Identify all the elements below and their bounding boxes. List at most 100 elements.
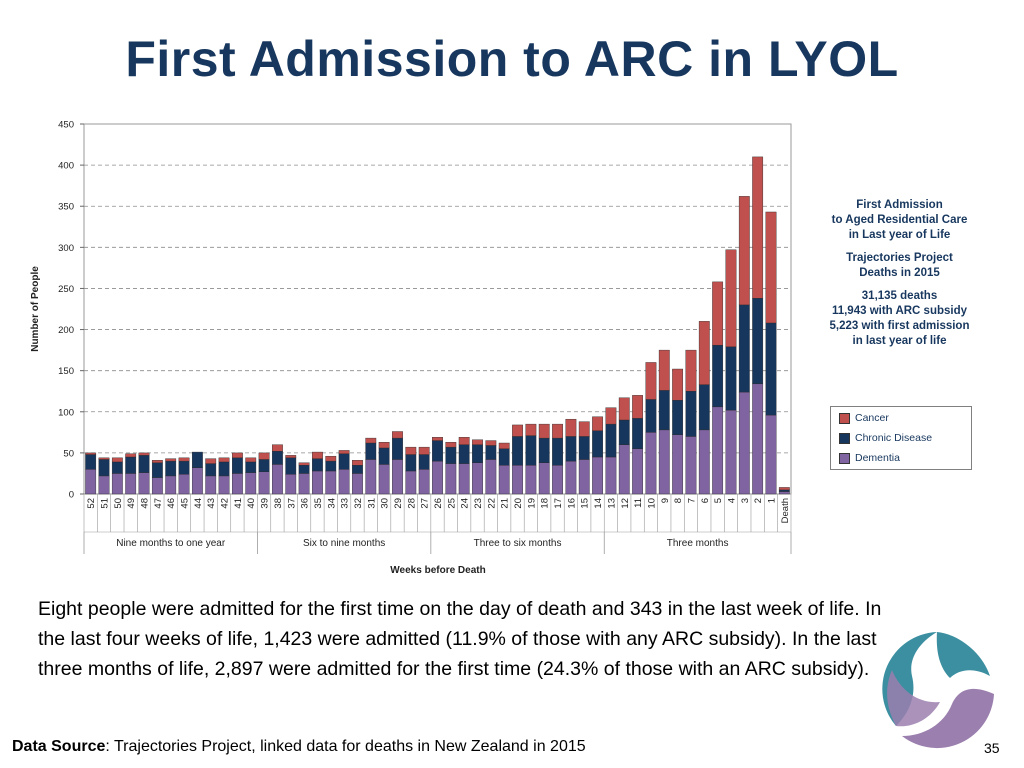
bar-chronic-disease bbox=[285, 457, 297, 475]
bar-chronic-disease bbox=[418, 454, 430, 470]
bar-dementia bbox=[138, 472, 150, 495]
bar-dementia bbox=[111, 473, 123, 495]
bar-chronic-disease bbox=[138, 455, 150, 473]
bar-dementia bbox=[525, 465, 537, 495]
bar-chronic-disease bbox=[111, 461, 123, 474]
bar-cancer bbox=[298, 462, 310, 466]
y-tick-label: 300 bbox=[58, 243, 74, 254]
legend-item-chronic-disease: Chronic Disease bbox=[839, 431, 971, 451]
x-tick-label: 3 bbox=[740, 498, 751, 503]
bar-dementia bbox=[498, 465, 510, 495]
bar-chronic-disease bbox=[592, 430, 603, 458]
y-tick-label: 450 bbox=[58, 120, 74, 131]
bar-dementia bbox=[712, 406, 724, 495]
y-axis-ticks: 0 50 100 150 200 250 300 350 400 450 bbox=[58, 120, 84, 501]
x-tick-label: 28 bbox=[406, 498, 417, 509]
bar-chronic-disease bbox=[472, 444, 483, 463]
x-tick-label: 25 bbox=[446, 498, 457, 509]
bar-cancer bbox=[525, 423, 537, 436]
x-tick-label: 19 bbox=[526, 498, 537, 509]
bar-cancer bbox=[138, 452, 150, 456]
x-tick-label: 47 bbox=[153, 498, 164, 509]
legend-swatch-dementia bbox=[839, 453, 850, 464]
x-tick-label: 38 bbox=[273, 498, 284, 509]
bar-dementia bbox=[672, 434, 684, 495]
bar-chronic-disease bbox=[752, 298, 764, 385]
bar-dementia bbox=[778, 491, 790, 495]
bar-dementia bbox=[458, 463, 470, 495]
x-tick-label: 29 bbox=[393, 498, 404, 509]
bar-chronic-disease bbox=[525, 435, 537, 466]
x-tick-label: 21 bbox=[500, 498, 511, 509]
bar-dementia bbox=[565, 460, 577, 495]
bar-dementia bbox=[685, 436, 697, 495]
info-line: Deaths in 2015 bbox=[859, 267, 940, 279]
bar-cancer bbox=[151, 460, 163, 463]
x-tick-label: 45 bbox=[180, 498, 191, 509]
legend-item-dementia: Dementia bbox=[839, 451, 971, 471]
info-line: First Admission bbox=[856, 199, 943, 211]
bar-chronic-disease bbox=[178, 460, 190, 475]
bar-chronic-disease bbox=[618, 419, 630, 445]
bar-cancer bbox=[605, 407, 617, 425]
legend-label: Dementia bbox=[855, 452, 900, 464]
x-tick-label: 11 bbox=[633, 498, 644, 508]
info-line: 31,135 deaths bbox=[861, 290, 938, 302]
bar-dementia bbox=[151, 477, 163, 495]
bar-chronic-disease bbox=[191, 451, 203, 468]
bar-cancer bbox=[232, 452, 243, 459]
x-tick-label: 18 bbox=[540, 498, 551, 509]
x-tick-label: 39 bbox=[260, 498, 271, 509]
bar-chronic-disease bbox=[165, 460, 177, 477]
bar-cancer bbox=[552, 423, 563, 439]
y-tick-label: 200 bbox=[58, 325, 74, 336]
bar-cancer bbox=[111, 457, 123, 463]
bar-dementia bbox=[432, 460, 443, 495]
bar-cancer bbox=[578, 421, 590, 437]
x-tick-label: 10 bbox=[646, 498, 657, 509]
bar-cancer bbox=[85, 452, 97, 455]
data-source-text: : Trajectories Project, linked data for … bbox=[105, 738, 586, 755]
bar-chronic-disease bbox=[352, 465, 363, 474]
x-tick-label: 2 bbox=[753, 498, 764, 503]
bar-dementia bbox=[298, 473, 310, 495]
bar-dementia bbox=[485, 459, 497, 495]
info-line: 5,223 with first admission bbox=[829, 320, 970, 332]
bar-dementia bbox=[312, 470, 323, 495]
x-tick-label: 23 bbox=[473, 498, 484, 509]
x-tick-label: 5 bbox=[713, 498, 724, 503]
page-number: 35 bbox=[984, 740, 1000, 756]
bar-chronic-disease bbox=[98, 459, 110, 477]
x-tick-label: 4 bbox=[726, 498, 737, 503]
x-group-label: Nine months to one year bbox=[116, 538, 226, 549]
bar-cancer bbox=[258, 452, 270, 460]
bar-chronic-disease bbox=[552, 437, 563, 466]
bar-cancer bbox=[205, 458, 217, 464]
bar-cancer bbox=[445, 442, 457, 448]
y-tick-label: 400 bbox=[58, 161, 74, 172]
bar-dementia bbox=[98, 475, 110, 495]
bar-cancer bbox=[418, 446, 430, 455]
bar-chronic-disease bbox=[485, 445, 497, 460]
x-tick-label: 50 bbox=[113, 498, 124, 509]
bar-dementia bbox=[765, 414, 777, 495]
bar-cancer bbox=[765, 211, 777, 324]
info-line: in Last year of Life bbox=[848, 229, 951, 241]
bar-cancer bbox=[338, 450, 350, 454]
bar-chronic-disease bbox=[658, 390, 670, 431]
x-tick-label: 14 bbox=[593, 498, 604, 509]
organisation-logo-icon bbox=[877, 629, 997, 749]
x-axis-groups: Nine months to one year Six to nine month… bbox=[83, 531, 792, 554]
bar-dementia bbox=[592, 456, 603, 495]
bar-cancer bbox=[325, 455, 337, 462]
bar-cancer bbox=[472, 439, 483, 445]
bar-cancer bbox=[218, 457, 230, 463]
bar-chronic-disease bbox=[538, 437, 550, 463]
bar-chronic-disease bbox=[432, 440, 443, 462]
bar-chronic-disease bbox=[272, 451, 283, 465]
x-tick-label: 41 bbox=[233, 498, 244, 509]
y-tick-label: 350 bbox=[58, 202, 74, 213]
x-tick-label: 9 bbox=[660, 498, 671, 503]
x-tick-label: 46 bbox=[166, 498, 177, 509]
x-tick-label: 43 bbox=[206, 498, 217, 509]
